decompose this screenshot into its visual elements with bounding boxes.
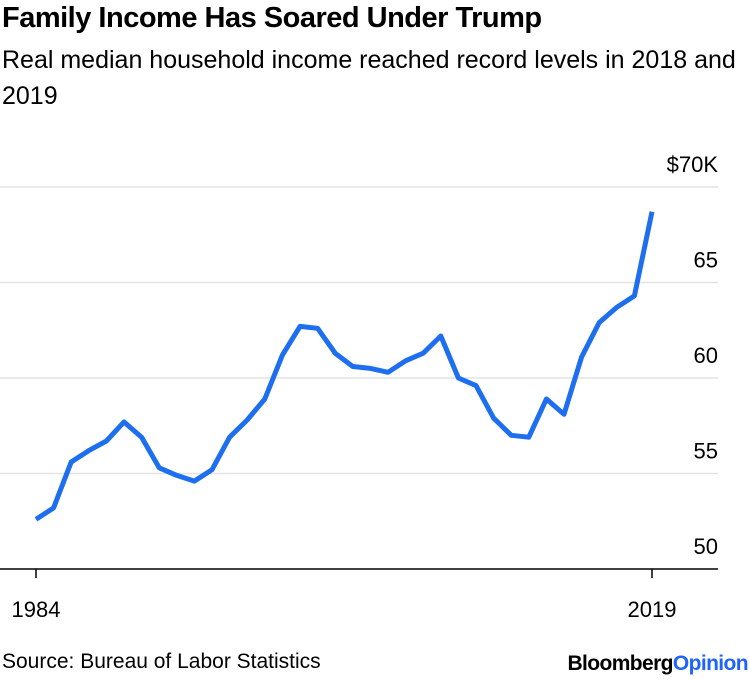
income-series-line bbox=[34, 211, 655, 522]
x-tick-label: 2019 bbox=[628, 597, 677, 622]
brand-suffix: Opinion bbox=[672, 652, 749, 675]
y-tick-label: 50 bbox=[694, 534, 718, 559]
chart-title: Family Income Has Soared Under Trump bbox=[2, 2, 542, 34]
x-tick-label: 1984 bbox=[12, 597, 61, 622]
y-tick-label: $70K bbox=[667, 152, 719, 177]
brand-name: Bloomberg bbox=[567, 652, 673, 675]
y-tick-label: 60 bbox=[694, 343, 718, 368]
chart-subtitle: Real median household income reached rec… bbox=[2, 46, 736, 110]
y-tick-label: 65 bbox=[694, 248, 718, 273]
source-note: Source: Bureau of Labor Statistics bbox=[2, 650, 321, 673]
brand-logo: BloombergOpinion bbox=[567, 652, 748, 676]
y-tick-label: 55 bbox=[694, 439, 718, 464]
line-chart: 50 55 60 65 $70K 1984 2019 bbox=[0, 152, 719, 622]
